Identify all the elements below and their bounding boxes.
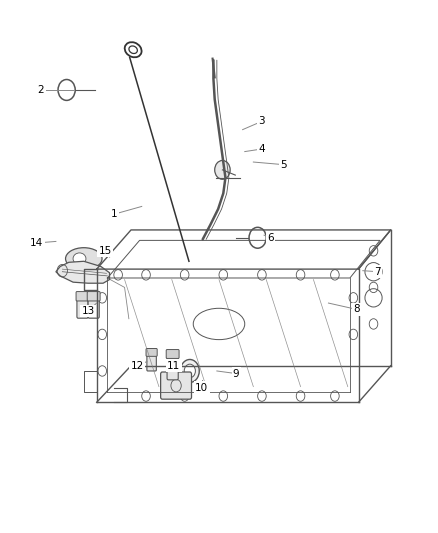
Text: 9: 9 <box>233 369 240 378</box>
Text: 6: 6 <box>267 233 274 243</box>
FancyBboxPatch shape <box>166 350 179 358</box>
Ellipse shape <box>73 253 86 264</box>
Text: 8: 8 <box>353 304 360 314</box>
FancyBboxPatch shape <box>88 298 99 318</box>
FancyBboxPatch shape <box>161 372 191 399</box>
Text: 14: 14 <box>30 238 43 248</box>
Ellipse shape <box>66 248 102 270</box>
FancyBboxPatch shape <box>146 349 157 357</box>
FancyBboxPatch shape <box>87 292 100 301</box>
Text: 7: 7 <box>374 266 381 277</box>
FancyBboxPatch shape <box>76 292 89 301</box>
Text: 4: 4 <box>258 144 265 154</box>
Text: 1: 1 <box>110 209 117 219</box>
Text: 5: 5 <box>280 160 287 169</box>
FancyBboxPatch shape <box>147 354 156 371</box>
Text: 12: 12 <box>131 361 144 371</box>
Text: 13: 13 <box>81 306 95 316</box>
Circle shape <box>180 359 199 383</box>
FancyBboxPatch shape <box>167 356 178 380</box>
Text: 11: 11 <box>167 361 180 371</box>
Text: 2: 2 <box>38 85 44 95</box>
Text: 3: 3 <box>258 116 265 126</box>
Text: 10: 10 <box>195 383 208 393</box>
Circle shape <box>215 160 230 179</box>
Text: 15: 15 <box>99 246 112 256</box>
Circle shape <box>184 364 195 378</box>
Polygon shape <box>56 261 110 283</box>
FancyBboxPatch shape <box>77 298 88 318</box>
